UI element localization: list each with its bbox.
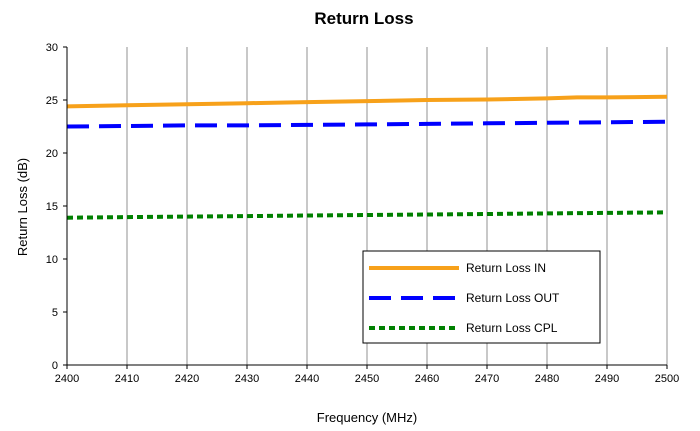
legend-label-2: Return Loss OUT (466, 291, 560, 305)
x-tick-label: 2440 (295, 373, 319, 385)
legend-label-3: Return Loss CPL (466, 321, 558, 335)
x-tick-label: 2500 (655, 373, 679, 385)
plot-axes (63, 46, 668, 369)
y-tick-label: 25 (46, 95, 58, 107)
x-tick-label: 2430 (235, 373, 259, 385)
series-line-1 (66, 94, 668, 109)
y-tick-labels: 0 5 10 15 20 25 30 (46, 42, 58, 372)
y-tick-label: 5 (52, 307, 58, 319)
y-tick-label: 20 (46, 148, 58, 160)
x-tick-label: 2470 (475, 373, 499, 385)
legend-label-1: Return Loss IN (466, 261, 546, 275)
chart-title: Return Loss (314, 9, 413, 28)
legend: Return Loss IN Return Loss OUT Return Loss… (362, 250, 601, 344)
x-axis-label: Frequency (MHz) (317, 410, 417, 425)
x-tick-label: 2460 (415, 373, 439, 385)
y-tick-label: 10 (46, 254, 58, 266)
plot-series (66, 94, 668, 220)
x-tick-label: 2410 (115, 373, 139, 385)
x-tick-label: 2420 (175, 373, 199, 385)
series-line-2 (66, 119, 668, 129)
x-tick-label: 2480 (535, 373, 559, 385)
x-tick-label: 2490 (595, 373, 619, 385)
x-tick-label: 2450 (355, 373, 379, 385)
x-tick-labels: 2400 2410 2420 2430 2440 2450 2460 2470 2480 2490… (55, 373, 679, 385)
y-tick-label: 0 (52, 360, 58, 372)
y-tick-label: 15 (46, 201, 58, 213)
series-line-3 (66, 210, 668, 220)
x-tick-label: 2400 (55, 373, 79, 385)
y-axis-label: Return Loss (dB) (15, 158, 30, 256)
y-tick-label: 30 (46, 42, 58, 54)
